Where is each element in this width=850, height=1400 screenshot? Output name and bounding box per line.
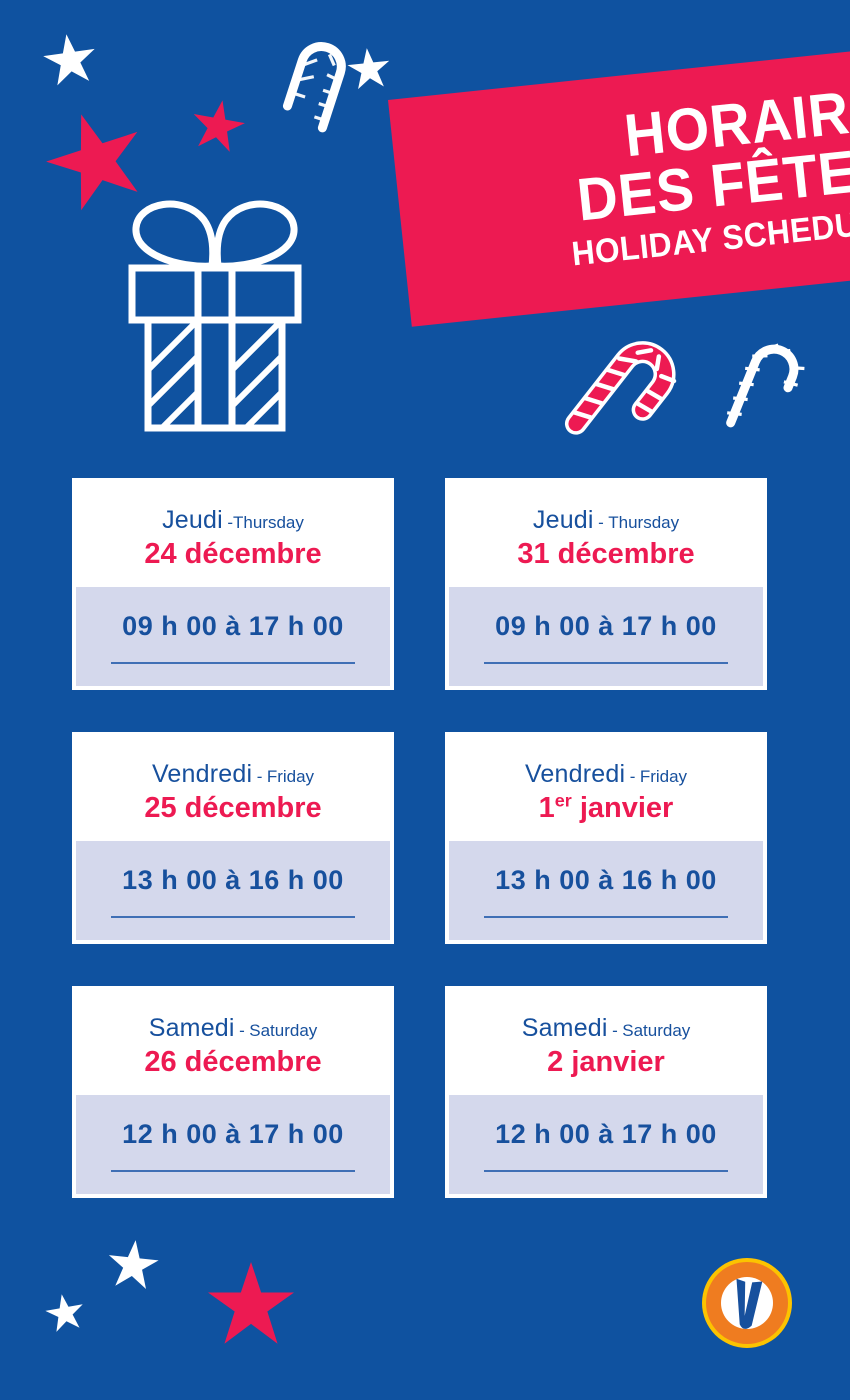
card-header: Jeudi -Thursday 24 décembre bbox=[76, 482, 390, 587]
card-hours-panel: 09 h 00 à 17 h 00 bbox=[76, 587, 390, 686]
card-date-month: janvier bbox=[579, 792, 674, 824]
schedule-card[interactable]: Vendredi - Friday 25 décembre 13 h 00 à … bbox=[72, 732, 394, 944]
candy-cane-filled-icon bbox=[564, 341, 677, 435]
card-hours-text: 09 h 00 à 17 h 00 bbox=[122, 611, 344, 641]
schedule-card[interactable]: Samedi - Saturday 2 janvier 12 h 00 à 17… bbox=[445, 986, 767, 1198]
card-date: 26 décembre bbox=[144, 1046, 322, 1078]
card-hours-text: 12 h 00 à 17 h 00 bbox=[122, 1119, 344, 1149]
card-day-fr: Samedi bbox=[148, 1014, 235, 1042]
card-day-line: Samedi - Saturday bbox=[76, 1016, 390, 1041]
card-day-line: Vendredi - Friday bbox=[76, 762, 390, 787]
card-hours-text: 13 h 00 à 16 h 00 bbox=[122, 865, 344, 895]
card-header: Samedi - Saturday 26 décembre bbox=[76, 990, 390, 1095]
card-hours-text: 13 h 00 à 16 h 00 bbox=[495, 865, 717, 895]
card-header: Vendredi - Friday 1er janvier bbox=[449, 736, 763, 841]
card-day-line: Vendredi - Friday bbox=[449, 762, 763, 787]
card-hours-panel: 12 h 00 à 17 h 00 bbox=[449, 1095, 763, 1194]
card-day-separator: - bbox=[629, 767, 636, 786]
card-day-en: Friday bbox=[266, 767, 315, 786]
card-day-separator: - bbox=[598, 513, 604, 532]
brand-logo-icon[interactable] bbox=[700, 1256, 794, 1350]
card-date-number: 1 bbox=[538, 792, 555, 824]
card-day-en: Thursday bbox=[233, 513, 304, 532]
card-hours-panel: 13 h 00 à 16 h 00 bbox=[449, 841, 763, 940]
card-day-line: Samedi - Saturday bbox=[449, 1016, 763, 1041]
card-date: 24 décembre bbox=[144, 538, 322, 570]
schedule-card[interactable]: Vendredi - Friday 1er janvier 13 h 00 à … bbox=[445, 732, 767, 944]
card-hours-rule bbox=[110, 662, 356, 664]
card-day-fr: Vendredi bbox=[524, 760, 626, 788]
card-hours-text: 12 h 00 à 17 h 00 bbox=[495, 1119, 717, 1149]
card-day-fr: Jeudi bbox=[162, 506, 223, 534]
card-hours-text: 09 h 00 à 17 h 00 bbox=[495, 611, 717, 641]
card-header: Jeudi - Thursday 31 décembre bbox=[449, 482, 763, 587]
card-day-en: Friday bbox=[639, 767, 688, 786]
card-hours-rule bbox=[110, 916, 356, 918]
card-hours-panel: 12 h 00 à 17 h 00 bbox=[76, 1095, 390, 1194]
card-day-fr: Samedi bbox=[521, 1014, 608, 1042]
card-day-separator: - bbox=[612, 1021, 618, 1040]
card-hours-rule bbox=[483, 1170, 729, 1172]
card-day-line: Jeudi - Thursday bbox=[449, 508, 763, 533]
card-day-separator: - bbox=[239, 1021, 245, 1040]
schedule-card[interactable]: Samedi - Saturday 26 décembre 12 h 00 à … bbox=[72, 986, 394, 1198]
card-hours-panel: 09 h 00 à 17 h 00 bbox=[449, 587, 763, 686]
card-day-separator: - bbox=[227, 513, 233, 532]
schedule-card[interactable]: Jeudi - Thursday 31 décembre 09 h 00 à 1… bbox=[445, 478, 767, 690]
card-day-en: Saturday bbox=[249, 1021, 318, 1040]
card-hours-rule bbox=[483, 916, 729, 918]
card-day-fr: Vendredi bbox=[151, 760, 253, 788]
card-header: Vendredi - Friday 25 décembre bbox=[76, 736, 390, 841]
card-day-separator: - bbox=[256, 767, 263, 786]
gift-box-icon bbox=[128, 200, 302, 432]
card-day-line: Jeudi -Thursday bbox=[76, 508, 390, 533]
card-date: 2 janvier bbox=[547, 1046, 665, 1078]
schedule-card[interactable]: Jeudi -Thursday 24 décembre 09 h 00 à 17… bbox=[72, 478, 394, 690]
candy-cane-outline-icon-top bbox=[282, 42, 346, 133]
candy-cane-outline-icon-right bbox=[726, 343, 805, 428]
card-date: 1er janvier bbox=[449, 791, 763, 824]
card-header: Samedi - Saturday 2 janvier bbox=[449, 990, 763, 1095]
card-hours-panel: 13 h 00 à 16 h 00 bbox=[76, 841, 390, 940]
card-date-suffix: er bbox=[554, 790, 572, 811]
card-day-en: Saturday bbox=[622, 1021, 691, 1040]
card-date: 25 décembre bbox=[144, 792, 322, 824]
card-day-en: Thursday bbox=[608, 513, 680, 532]
card-hours-rule bbox=[483, 662, 729, 664]
card-day-fr: Jeudi bbox=[532, 506, 594, 534]
card-date: 31 décembre bbox=[517, 538, 695, 570]
card-hours-rule bbox=[110, 1170, 356, 1172]
